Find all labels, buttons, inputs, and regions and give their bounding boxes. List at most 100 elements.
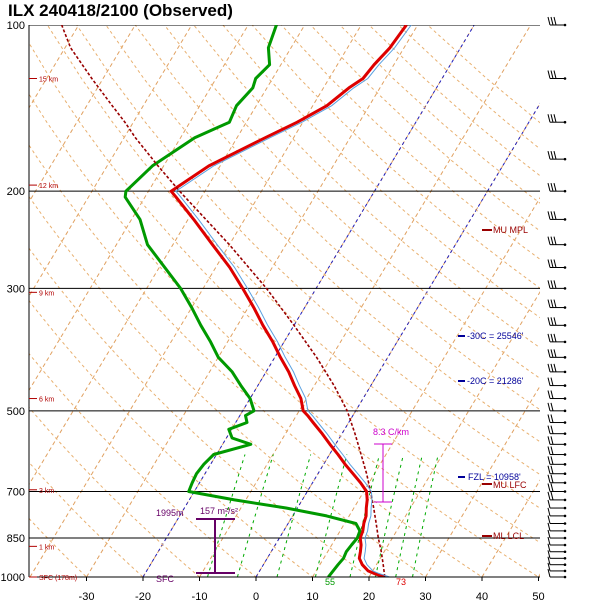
wind-barb-flag: [547, 507, 551, 517]
wind-barb-flag: [553, 299, 557, 308]
dry-adiabat: [251, 25, 540, 289]
wind-barb-base: [563, 481, 567, 485]
wind-barb-base: [563, 563, 567, 567]
dry-adiabat: [76, 25, 540, 476]
mixing-ratio-line: [375, 454, 404, 577]
wind-barb-base: [563, 514, 567, 518]
profile-series: [60, 25, 412, 577]
wind-barb-base: [563, 536, 567, 540]
x-tick-label: 10: [306, 591, 318, 602]
height-label: 15 km: [39, 76, 58, 83]
wind-barb-flag: [547, 543, 551, 552]
helicity-height-label: 1995m: [156, 508, 184, 518]
lapse-rate-label: 8.3 C/km: [373, 427, 409, 437]
wind-barb-flag: [547, 491, 551, 501]
wind-barb-base: [563, 23, 567, 27]
freezing-level-label: FZL = 10958': [468, 472, 521, 482]
dry-adiabat: [134, 25, 540, 411]
wind-barb-flag: [547, 436, 551, 445]
wind-barb-flag: [547, 465, 551, 474]
wind-barb-flag: [550, 16, 554, 26]
wind-barb-flag: [550, 317, 554, 326]
y-tick-label: 850: [7, 533, 25, 545]
wind-barb-flag: [547, 151, 551, 160]
mixing-ratio-line: [314, 454, 348, 577]
y-tick-label: 1000: [1, 572, 25, 584]
minus30-level-label: -30C = 25546': [467, 331, 524, 341]
chart-title: ILX 240418/2100 (Observed): [8, 1, 233, 20]
y-tick-labels: 100 200 300 500 700 850 1000: [1, 20, 25, 584]
wind-barb-flag: [547, 363, 551, 372]
wind-barb-flag: [553, 16, 557, 26]
isotherm: [86, 25, 419, 577]
wind-barb-base: [563, 120, 567, 124]
wind-barb-flag: [547, 114, 551, 123]
wind-barb-flag: [547, 522, 551, 532]
wind-barb-flag: [547, 390, 551, 399]
height-label: 6 km: [39, 397, 54, 404]
surface-temperature-label: 73: [396, 577, 406, 587]
dewpoint-profile: [123, 25, 362, 577]
isotherm: [142, 25, 475, 577]
wind-barb-flag: [550, 114, 554, 123]
virtual-temperature-trace: [175, 25, 412, 577]
wind-barb-flag: [550, 299, 554, 308]
dry-adiabat: [29, 247, 370, 577]
wind-barb-base: [563, 498, 567, 502]
wind-barb-base: [563, 218, 567, 221]
dry-adiabat: [29, 299, 314, 577]
isotherm: [255, 102, 540, 577]
wind-barb-flag: [547, 568, 551, 578]
wind-barb-flag: [547, 236, 551, 245]
wind-barb-flag: [550, 402, 554, 411]
wind-barb-base: [563, 157, 567, 161]
wind-barb-base: [563, 472, 567, 476]
x-tick-label: 40: [476, 591, 488, 602]
dry-adiabat: [29, 144, 483, 577]
wind-barb-flag: [550, 446, 554, 455]
mixing-ratio-line: [276, 454, 312, 577]
dry-adiabat: [222, 25, 540, 319]
wind-barb-flag: [550, 414, 554, 423]
wind-barb-flag: [550, 363, 554, 372]
x-tick-label: -20: [135, 591, 151, 602]
wind-barb-flag: [550, 474, 554, 483]
wind-barb-base: [563, 77, 567, 80]
wind-barb-flag: [547, 515, 551, 524]
height-label: 1 km: [39, 544, 54, 551]
height-label: 12 km: [39, 183, 58, 190]
wind-barb-flag: [547, 474, 551, 483]
ml-lcl-label: ML LCL: [493, 531, 524, 541]
wind-barb-base: [563, 287, 567, 290]
isotherm: [425, 385, 540, 577]
wind-barb-base: [563, 432, 567, 435]
wind-barb-flag: [553, 349, 557, 358]
wind-barb-flag: [550, 390, 554, 399]
mu-mpl-label: MU MPL: [493, 225, 528, 235]
dry-adiabat: [164, 25, 540, 379]
y-tick-label: 700: [7, 486, 25, 498]
wind-barb-flag: [553, 280, 557, 289]
wind-barb-flag: [553, 363, 557, 372]
x-tick-labels: -30 -20 -10 0 10 20 30 40 50: [79, 577, 545, 602]
x-tick-label: 0: [253, 591, 259, 602]
wind-barb-flag: [547, 483, 551, 492]
wind-barb-base: [563, 266, 567, 269]
wind-barb-base: [563, 421, 567, 424]
isotherm: [368, 291, 540, 577]
isotherm: [29, 25, 362, 577]
mu-lfc-label: MU LFC: [493, 480, 527, 490]
isotherm-lines: [29, 25, 540, 577]
wind-barb-flag: [547, 529, 551, 539]
wind-barb-flag: [547, 414, 551, 423]
mixing-ratio-line: [395, 454, 423, 577]
wind-barb-base: [563, 453, 567, 456]
minus20-level-label: -20C = 21286': [467, 376, 524, 386]
parcel-trace: [60, 25, 386, 577]
wind-barb-flag: [547, 280, 551, 289]
wind-barb-flag: [553, 70, 557, 79]
mixing-ratio-line: [412, 454, 439, 577]
wind-barb-flag: [553, 114, 557, 123]
wind-barb-base: [563, 463, 567, 466]
